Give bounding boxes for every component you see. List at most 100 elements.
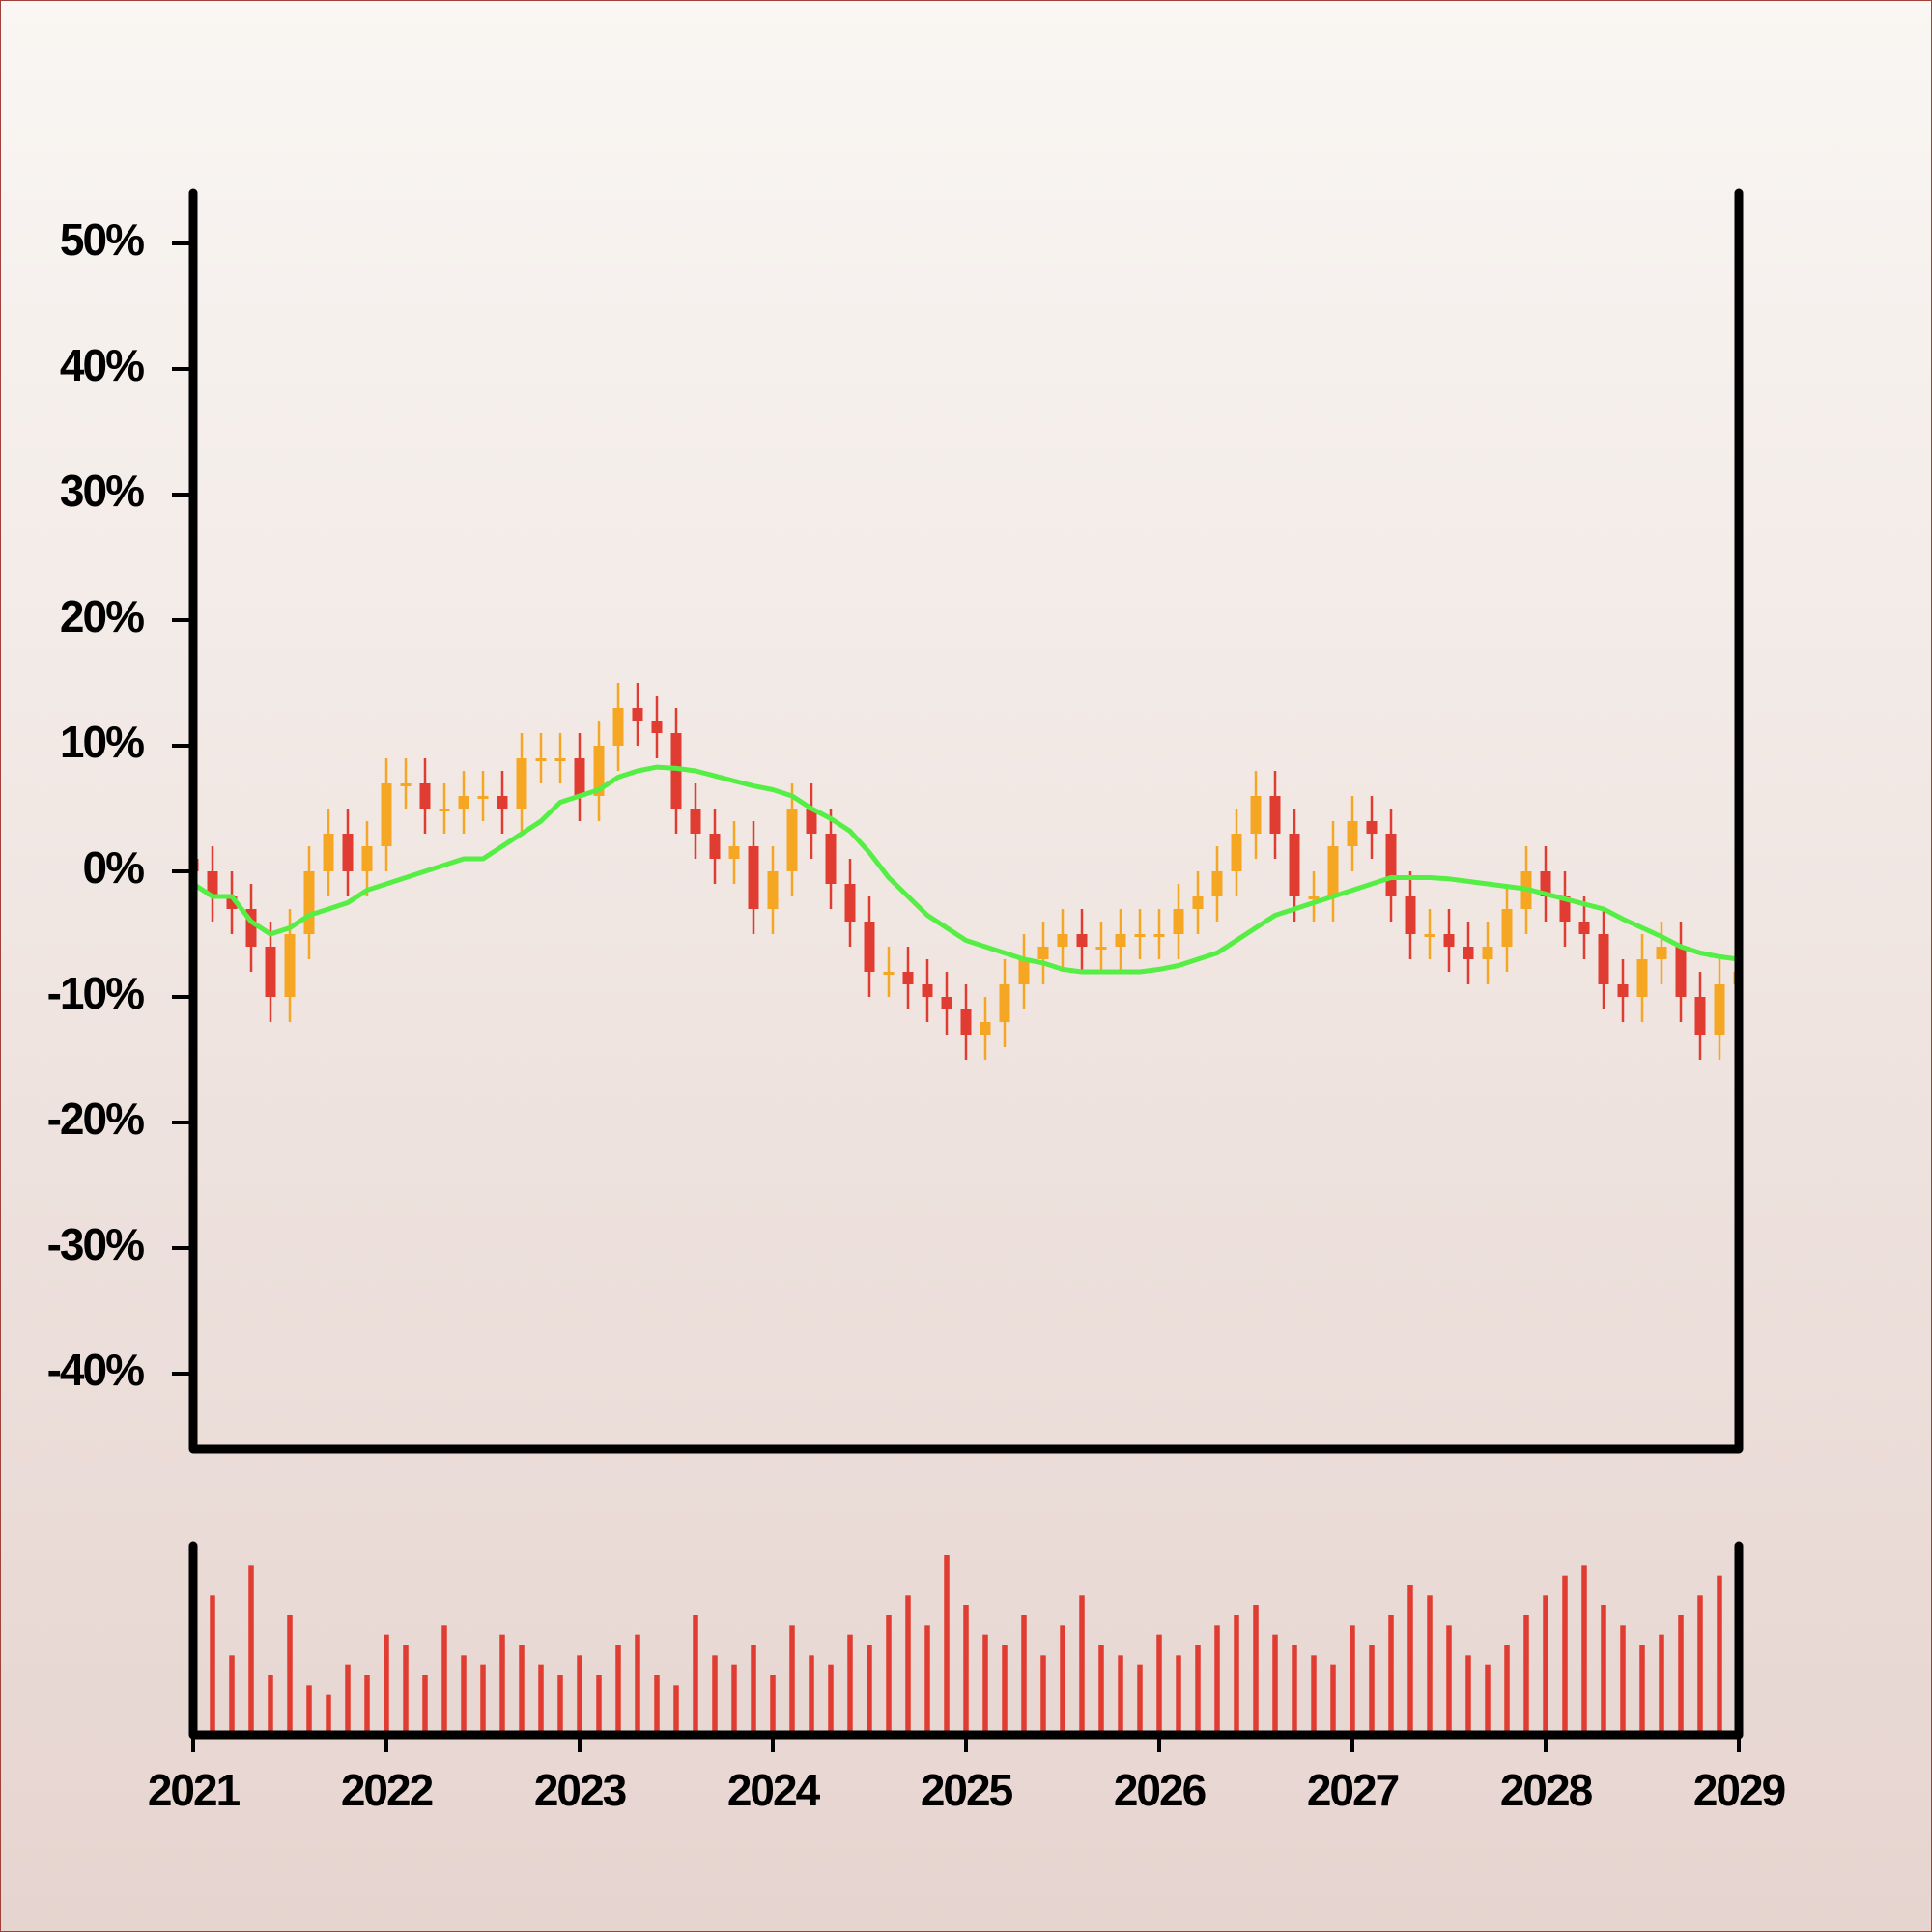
candle-body: [1347, 821, 1358, 846]
candle-body: [1636, 959, 1648, 997]
volume-bar: [1156, 1634, 1162, 1735]
candle-body: [902, 972, 914, 984]
candle-body: [941, 997, 952, 1009]
candle-body: [1463, 947, 1474, 959]
candle-body: [342, 834, 354, 871]
candle-body: [709, 834, 721, 859]
volume-bar: [1620, 1625, 1626, 1735]
candle-body: [1308, 896, 1320, 899]
y-tick-label: 50%: [60, 214, 144, 265]
volume-bar: [1234, 1615, 1239, 1735]
candle-body: [1405, 896, 1416, 934]
candle-body: [999, 984, 1010, 1022]
volume-bar: [693, 1615, 698, 1735]
volume-bar: [1214, 1625, 1220, 1735]
volume-bar: [1292, 1645, 1297, 1735]
volume-bar: [1098, 1645, 1104, 1735]
volume-bar: [403, 1645, 409, 1735]
candle-body: [477, 796, 489, 799]
candle-body: [1482, 947, 1493, 959]
volume-bar: [384, 1634, 389, 1735]
candle-body: [767, 871, 779, 909]
candle-body: [922, 984, 933, 997]
candle-body: [361, 846, 373, 871]
y-tick-label: 10%: [60, 717, 144, 767]
candle-body: [1173, 909, 1184, 934]
candle-body: [535, 758, 547, 761]
volume-bar: [905, 1595, 911, 1735]
candle-body: [1192, 896, 1204, 909]
volume-bar: [287, 1615, 293, 1735]
volume-bar: [499, 1634, 505, 1735]
volume-bar: [1040, 1655, 1046, 1735]
volume-bar: [731, 1664, 737, 1735]
x-tick-label: 2022: [341, 1765, 433, 1815]
candle-body: [1385, 834, 1397, 896]
candle-body: [1714, 984, 1725, 1035]
volume-bar: [1504, 1645, 1510, 1735]
volume-bar: [1195, 1645, 1201, 1735]
volume-bar: [828, 1664, 834, 1735]
volume-bar: [480, 1664, 486, 1735]
volume-bar: [1543, 1595, 1548, 1735]
volume-bar: [1523, 1615, 1529, 1735]
volume-bar: [809, 1655, 814, 1735]
volume-bar: [1118, 1655, 1123, 1735]
volume-panel: [193, 1555, 1739, 1735]
volume-bar: [1176, 1655, 1181, 1735]
candle-body: [825, 834, 837, 884]
candle-body: [226, 896, 238, 909]
volume-bar: [1659, 1634, 1664, 1735]
volume-bar: [1485, 1664, 1491, 1735]
candle-body: [1675, 947, 1687, 997]
y-tick-label: -40%: [47, 1345, 144, 1395]
candle-body: [1018, 959, 1030, 984]
volume-bar: [229, 1655, 235, 1735]
x-tick-label: 2023: [534, 1765, 626, 1815]
volume-bar: [248, 1565, 254, 1735]
frame: 2021 2022 2023 2024 2025 2026 2027 2028 2029: [148, 188, 1787, 1815]
candle-body: [1540, 871, 1551, 896]
candle-body: [1694, 997, 1706, 1035]
volume-bar: [1562, 1575, 1568, 1735]
candle-body: [1501, 909, 1513, 947]
x-tick-label: 2028: [1500, 1765, 1593, 1815]
y-tick-label: -30%: [47, 1219, 144, 1269]
volume-bar: [1330, 1664, 1336, 1735]
volume-bar: [306, 1685, 312, 1735]
candle-body: [1134, 934, 1146, 937]
candle-body: [265, 947, 276, 997]
volume-bar: [1465, 1655, 1471, 1735]
volume-bar: [1697, 1595, 1703, 1735]
candle-body: [883, 972, 895, 975]
candle-body: [690, 809, 701, 834]
volume-bar: [1639, 1645, 1645, 1735]
volume-bar: [1407, 1585, 1413, 1735]
candle-body: [651, 721, 663, 733]
moving-average-line: [193, 764, 1739, 975]
volume-bar: [1427, 1595, 1433, 1735]
volume-bar: [1717, 1575, 1722, 1735]
y-tick-label: -20%: [47, 1094, 144, 1144]
volume-bar: [1601, 1605, 1606, 1735]
volume-bar: [770, 1675, 776, 1735]
y-tick-label: -10%: [47, 968, 144, 1018]
candle-body: [1443, 934, 1455, 947]
candle-body: [728, 846, 740, 859]
candle-body: [245, 909, 257, 947]
volume-bar: [1350, 1625, 1355, 1735]
volume-bar: [577, 1655, 582, 1735]
volume-bar: [1079, 1595, 1085, 1735]
candle-body: [980, 1022, 991, 1035]
candle-body: [1598, 934, 1609, 984]
candle-body: [1269, 796, 1281, 834]
candle-body: [207, 871, 218, 896]
volume-bar: [615, 1645, 621, 1735]
x-tick-label: 2025: [921, 1765, 1013, 1815]
candle-body: [439, 809, 450, 811]
volume-bar: [944, 1555, 950, 1735]
candle-body: [1656, 947, 1667, 959]
candle-body: [670, 733, 682, 809]
y-tick-label: 30%: [60, 466, 144, 516]
